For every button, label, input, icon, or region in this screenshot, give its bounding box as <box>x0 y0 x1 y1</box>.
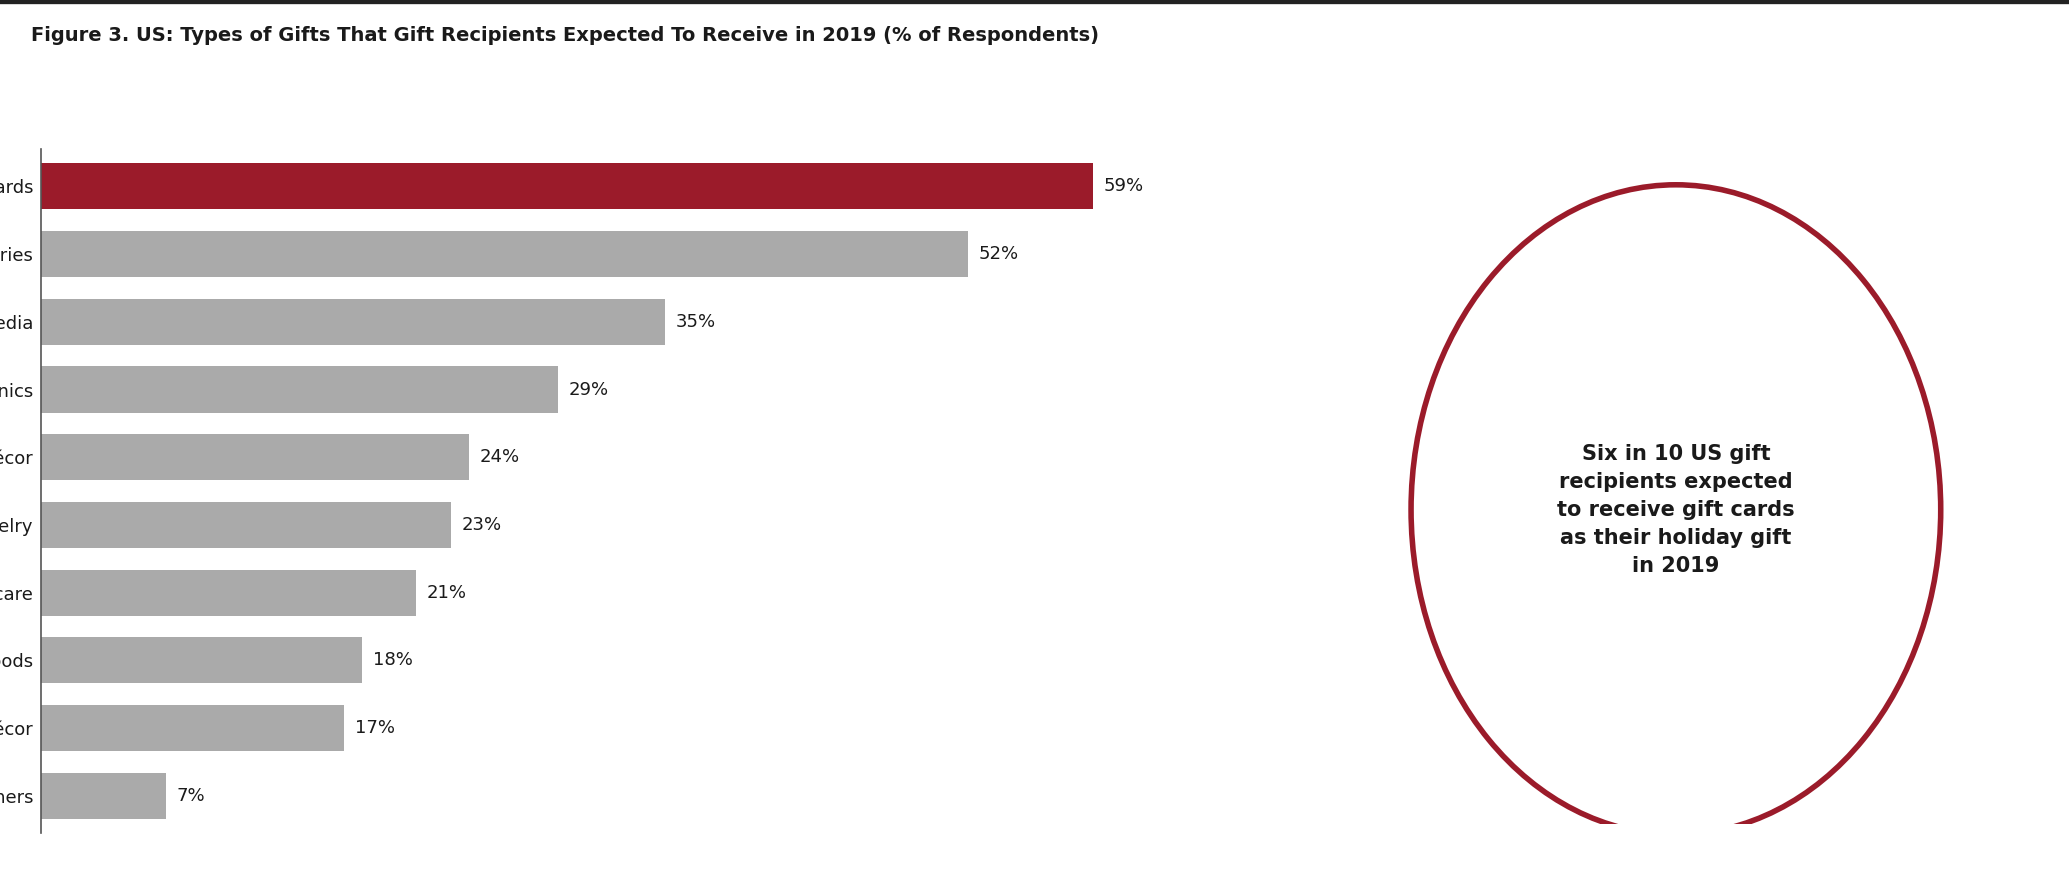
Text: 35%: 35% <box>677 313 716 331</box>
Bar <box>41 163 1092 210</box>
Text: Figure 3. US: Types of Gifts That Gift Recipients Expected To Receive in 2019 (%: Figure 3. US: Types of Gifts That Gift R… <box>31 26 1099 46</box>
Bar <box>41 299 664 345</box>
Text: 21%: 21% <box>426 584 466 602</box>
Text: 29%: 29% <box>569 381 608 398</box>
Text: 24%: 24% <box>480 448 519 467</box>
Bar <box>41 705 343 752</box>
Bar <box>41 502 451 548</box>
Bar <box>41 434 470 481</box>
Text: 17%: 17% <box>356 719 395 738</box>
Text: 7%: 7% <box>176 787 205 805</box>
Bar <box>41 773 166 819</box>
Text: 52%: 52% <box>979 245 1018 263</box>
Text: 59%: 59% <box>1103 177 1144 196</box>
Bar <box>41 638 362 683</box>
Bar <box>41 367 559 412</box>
Text: 23%: 23% <box>461 516 503 534</box>
Text: 18%: 18% <box>372 652 412 669</box>
Bar <box>41 231 968 277</box>
Text: Six in 10 US gift
recipients expected
to receive gift cards
as their holiday gif: Six in 10 US gift recipients expected to… <box>1558 444 1794 575</box>
Bar <box>41 570 416 616</box>
